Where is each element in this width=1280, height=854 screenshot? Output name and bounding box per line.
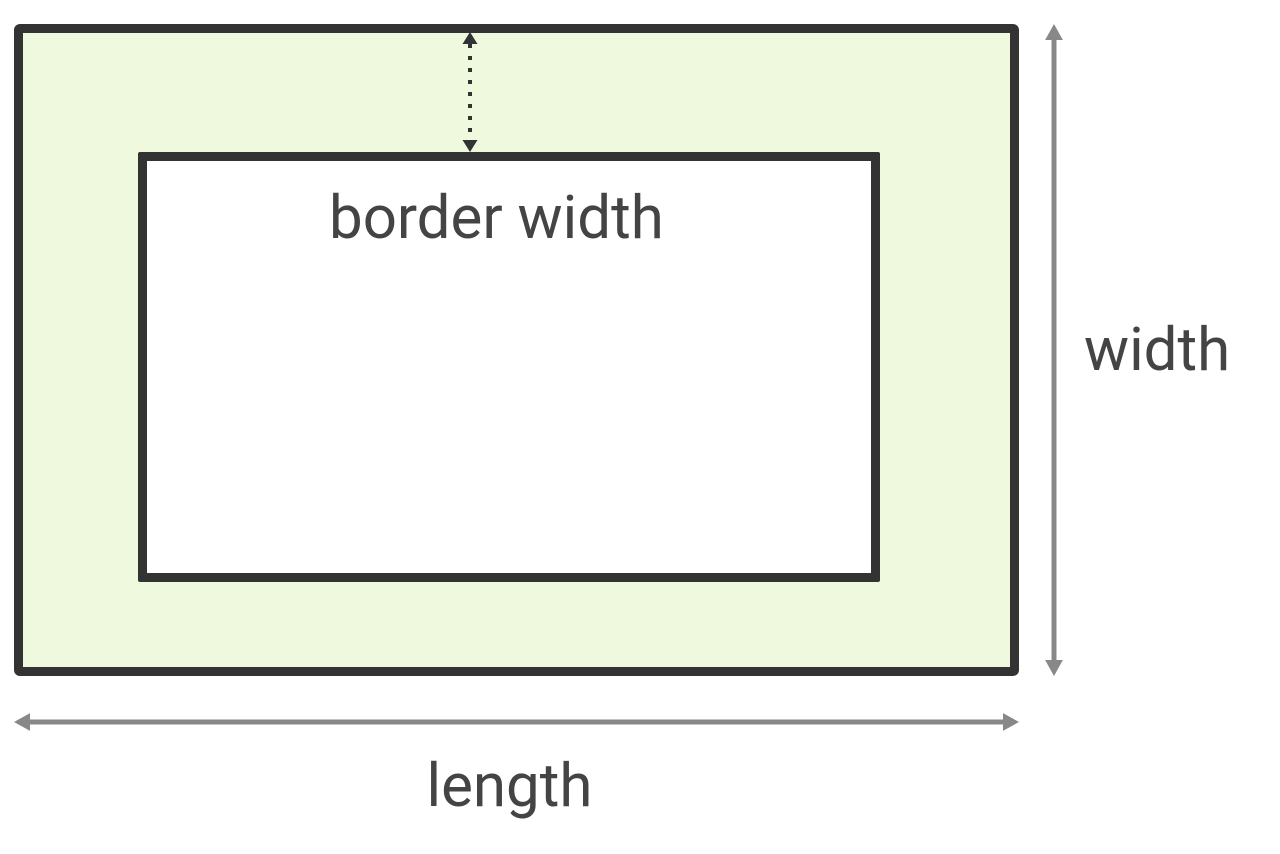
width-label: width bbox=[1084, 314, 1230, 385]
length-label: length bbox=[427, 750, 593, 821]
width-arrow bbox=[10, 20, 1110, 720]
border-diagram: border width length width bbox=[10, 20, 1270, 840]
